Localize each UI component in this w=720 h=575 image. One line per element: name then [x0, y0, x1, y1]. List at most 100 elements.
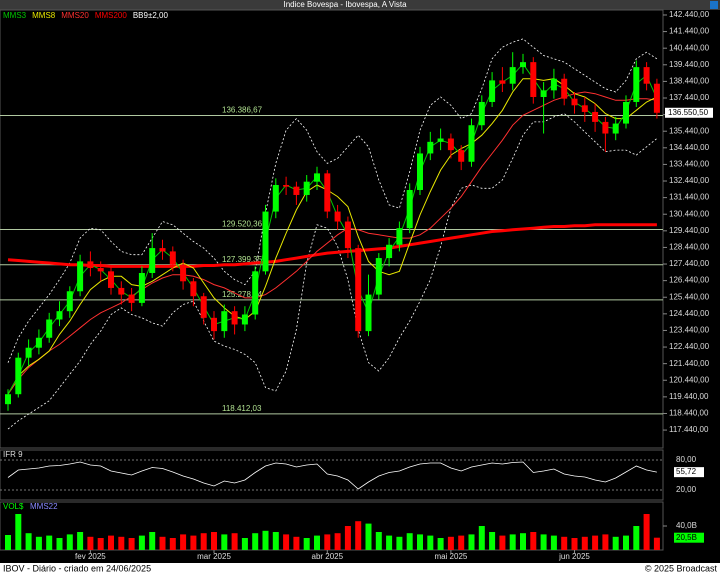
volume-bar — [25, 533, 32, 550]
candle-body — [180, 264, 187, 282]
candle-body — [35, 337, 42, 348]
volume-bar — [46, 535, 53, 550]
candle-body — [87, 261, 94, 269]
footer-left: IBOV - Diário - criado em 24/06/2025 — [3, 563, 151, 573]
y-tick-label: 127.440,00 — [669, 259, 710, 268]
volume-bar — [56, 538, 63, 550]
volume-bar — [334, 533, 341, 550]
volume-bar — [66, 534, 73, 550]
candle-body — [149, 248, 156, 273]
candle-body — [427, 141, 434, 154]
volume-bar — [241, 538, 248, 550]
corner-button[interactable] — [710, 1, 718, 9]
candle-body — [283, 185, 290, 187]
y-tick-label: 120.440,00 — [669, 375, 710, 384]
volume-bar — [571, 538, 578, 550]
volume-bar — [169, 538, 176, 550]
volume-bar — [520, 533, 526, 550]
legend-entry: MMS20 — [61, 11, 89, 20]
moving-average — [7, 91, 657, 395]
candle-body — [66, 291, 73, 312]
rsi-tick-label: 20,00 — [676, 485, 697, 494]
y-tick-label: 139.440,00 — [669, 60, 710, 69]
rsi-tick-label: 80,00 — [676, 455, 697, 464]
candle-body — [530, 62, 537, 98]
volume-bar — [77, 532, 84, 550]
volume-bar — [262, 530, 269, 550]
y-tick-label: 122.440,00 — [669, 342, 710, 351]
candle-body — [458, 150, 465, 162]
volume-last-box — [674, 532, 704, 543]
candle-body — [25, 347, 32, 358]
volume-bar — [468, 534, 475, 550]
volume-bar — [355, 521, 362, 550]
candle-body — [437, 138, 444, 142]
candle-body — [489, 80, 496, 102]
footer-right: © 2025 Broadcast — [645, 563, 718, 573]
volume-title: VOL$ — [3, 502, 24, 511]
candle-body — [314, 173, 320, 182]
legend-entry: MMS8 — [32, 11, 56, 20]
legend-entry: BB9±2,00 — [133, 11, 169, 20]
last-price-box — [665, 107, 713, 118]
footer-bar — [0, 563, 720, 575]
candle-body — [520, 62, 526, 68]
volume-bar — [447, 536, 454, 550]
volume-bar — [272, 532, 279, 550]
volume-bar — [252, 533, 259, 550]
volume-bar — [592, 535, 599, 550]
candle-body — [303, 181, 310, 195]
candle-body — [272, 185, 279, 212]
y-tick-label: 125.440,00 — [669, 292, 710, 301]
volume-bar — [612, 536, 619, 550]
y-tick-label: 119.440,00 — [669, 392, 709, 401]
volume-bar — [653, 537, 660, 550]
candle-body — [211, 317, 217, 332]
candle-body — [571, 98, 578, 106]
volume-bar — [509, 534, 516, 550]
candle-body — [169, 251, 176, 265]
title-bar — [0, 0, 720, 10]
volume-bar — [623, 535, 629, 550]
volume-bar — [283, 534, 290, 550]
candle-body — [447, 138, 454, 151]
y-tick-label: 131.440,00 — [669, 193, 710, 202]
volume-bar — [386, 535, 393, 550]
x-tick-label: mar 2025 — [197, 552, 231, 561]
y-tick-label: 118.440,00 — [669, 409, 709, 418]
volume-bar — [499, 535, 506, 550]
y-tick-label: 128.440,00 — [669, 243, 710, 252]
volume-bar — [5, 535, 11, 550]
y-tick-label: 142.440,00 — [669, 10, 710, 19]
chart-title: Indice Bovespa - Ibovespa, A Vista — [283, 0, 407, 9]
volume-bar — [200, 533, 207, 550]
volume-bar — [231, 533, 238, 550]
moving-average — [7, 223, 657, 268]
volume-bar — [458, 535, 465, 550]
volume-bar — [540, 534, 547, 550]
y-tick-label: 132.440,00 — [669, 176, 710, 185]
volume-bar — [97, 538, 104, 550]
y-tick-label: 121.440,00 — [669, 359, 710, 368]
candle-body — [550, 78, 557, 91]
volume-bar — [417, 534, 423, 550]
volume-ma-name: MMS22 — [30, 502, 58, 511]
candle-body — [643, 67, 650, 84]
x-tick-label: abr 2025 — [312, 552, 344, 561]
moving-average — [7, 62, 658, 395]
volume-bar — [406, 533, 413, 550]
level-label: 125.278,34 — [222, 290, 263, 299]
x-tick-label: mai 2025 — [434, 552, 467, 561]
volume-bar — [365, 523, 372, 550]
volume-bar — [489, 532, 496, 550]
candle-body — [365, 294, 372, 332]
volume-bar — [87, 536, 94, 550]
volume-bar — [35, 536, 42, 550]
candle-body — [653, 83, 660, 113]
candle-body — [561, 78, 568, 99]
y-tick-label: 140.440,00 — [669, 43, 710, 52]
volume-bar — [550, 535, 557, 550]
candle-body — [581, 105, 588, 112]
last-price-label: 136.550,50 — [668, 108, 709, 117]
